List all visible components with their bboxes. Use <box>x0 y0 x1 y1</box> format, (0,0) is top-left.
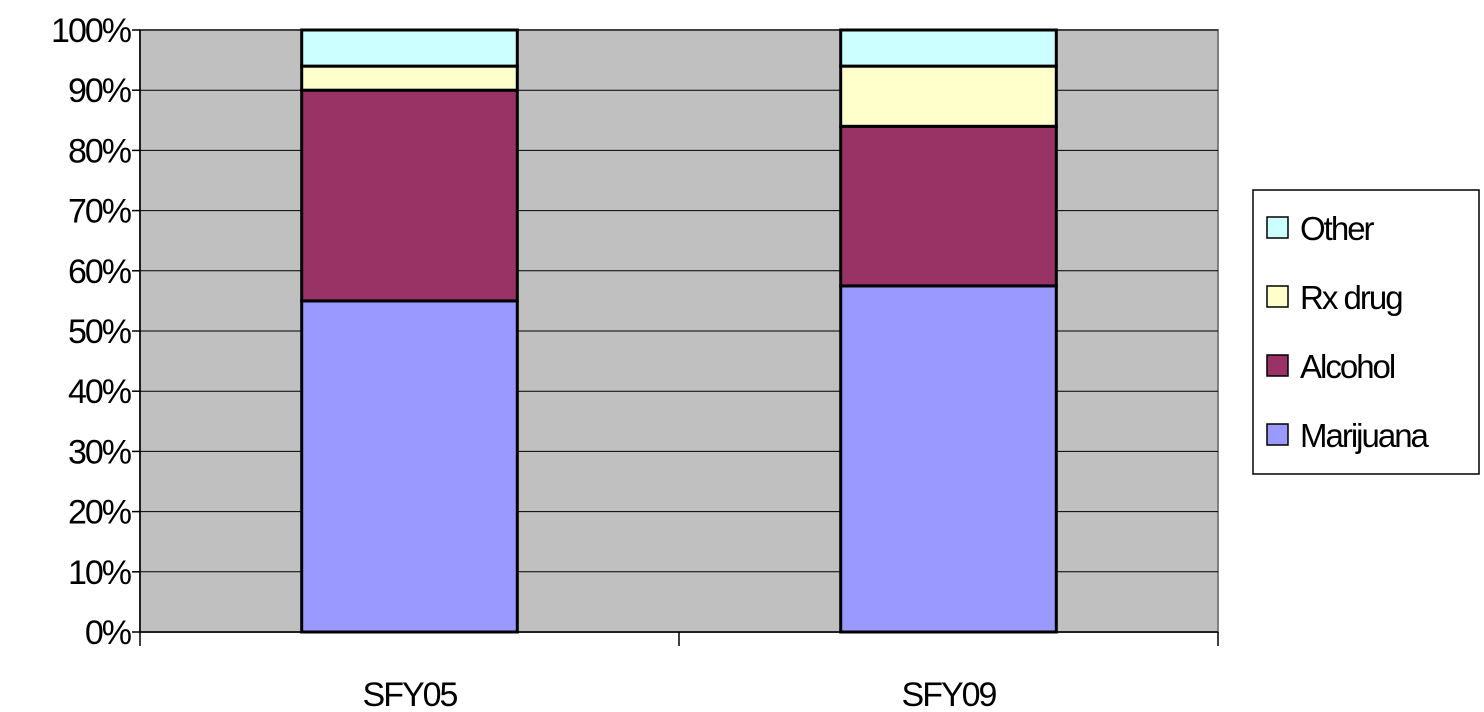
y-tick-label: 100% <box>51 12 132 50</box>
bar-segment-alcohol-sfy05 <box>300 88 519 303</box>
legend-label: Other <box>1300 210 1375 247</box>
y-tick-label: 0% <box>85 614 132 652</box>
y-tick-label: 30% <box>68 433 132 471</box>
legend-swatch <box>1266 285 1289 308</box>
bar-segment-marijuana-sfy09 <box>839 284 1058 634</box>
y-tick-label: 40% <box>68 373 132 411</box>
legend-swatch <box>1266 354 1289 377</box>
y-tick-label: 70% <box>68 193 132 231</box>
legend: Other Rx drug Alcohol Marijuana <box>1252 189 1480 475</box>
y-tick-label: 20% <box>68 494 132 532</box>
bar-segment-rx-drug-sfy05 <box>300 64 519 92</box>
x-tick-label: SFY05 <box>363 676 458 712</box>
y-tick-label: 90% <box>68 72 132 110</box>
legend-box <box>1252 189 1480 475</box>
y-axis-tick-labels: 0% 10% 20% 30% 40% 50% 60% 70% 80% 90% 100% <box>51 12 134 652</box>
legend-label: Rx drug <box>1300 279 1402 316</box>
bar-segment-rx-drug-sfy09 <box>839 64 1058 128</box>
y-tick-label: 50% <box>68 313 132 351</box>
bar-segment-other-sfy05 <box>300 28 519 68</box>
x-tick-label: SFY09 <box>902 676 997 712</box>
legend-label: Marijuana <box>1300 417 1430 454</box>
axes <box>132 29 1219 646</box>
x-axis-tick-labels: SFY05 SFY09 <box>363 676 999 712</box>
y-tick-label: 60% <box>68 253 132 291</box>
legend-label: Alcohol <box>1300 348 1395 385</box>
bars <box>300 28 1058 634</box>
y-tick-label: 80% <box>68 132 132 170</box>
bar-segment-marijuana-sfy05 <box>300 299 519 634</box>
bar-segment-alcohol-sfy09 <box>839 124 1058 288</box>
bar-segment-other-sfy09 <box>839 28 1058 68</box>
y-tick-label: 10% <box>68 554 132 592</box>
legend-swatch <box>1266 423 1289 446</box>
legend-swatch <box>1266 216 1289 239</box>
